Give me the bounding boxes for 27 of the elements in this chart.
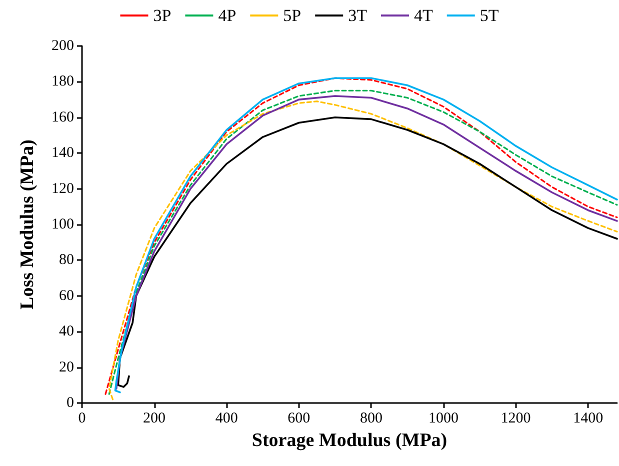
- y-tick-label: 60: [59, 288, 74, 304]
- y-tick-label: 180: [52, 74, 74, 90]
- y-tick-label: 20: [59, 359, 74, 376]
- y-tick-label: 100: [52, 216, 74, 232]
- y-tick-label: 200: [52, 38, 74, 54]
- y-tick-label: 140: [52, 145, 74, 162]
- x-tick-label: 600: [288, 410, 310, 426]
- x-tick-label: 1200: [500, 410, 531, 426]
- x-tick-label: 1000: [428, 410, 458, 426]
- y-tick-label: 120: [52, 180, 74, 197]
- y-tick-label: 0: [66, 395, 74, 411]
- legend-label: 5T: [480, 6, 500, 25]
- legend-label: 4P: [218, 6, 236, 25]
- legend-label: 5P: [283, 6, 302, 25]
- y-tick-label: 80: [59, 252, 74, 268]
- x-tick-label: 1400: [573, 410, 604, 426]
- legend-label: 4T: [414, 6, 434, 25]
- x-tick-label: 400: [215, 410, 238, 426]
- y-tick-label: 160: [52, 109, 74, 126]
- y-axis-title: Loss Modulus (MPa): [17, 140, 38, 310]
- legend-label: 3P: [153, 6, 172, 25]
- x-tick-label: 200: [143, 410, 166, 426]
- x-tick-label: 0: [78, 410, 86, 426]
- y-tick-label: 40: [59, 324, 74, 340]
- legend-label: 3T: [348, 6, 368, 25]
- x-axis-title: Storage Modulus (MPa): [252, 430, 448, 451]
- x-tick-label: 800: [360, 410, 382, 426]
